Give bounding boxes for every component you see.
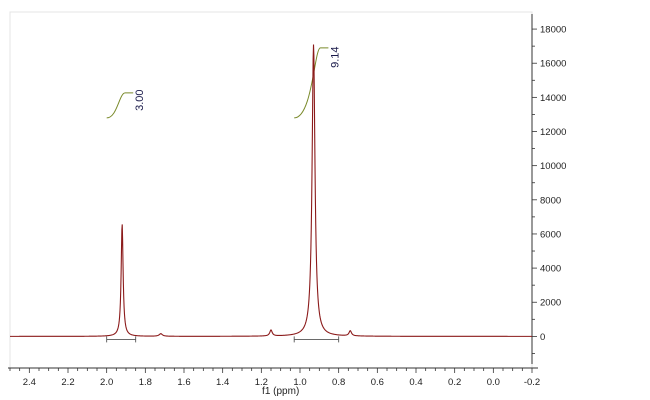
- x-tick-label: 1.2: [255, 377, 268, 388]
- integral-group: 3.00: [106, 89, 146, 343]
- y-tick-label: 2000: [540, 298, 561, 309]
- y-tick-label: 12000: [540, 127, 566, 138]
- x-tick-label: 1.8: [139, 377, 152, 388]
- x-tick-label: 0.2: [448, 377, 461, 388]
- x-axis: 2.4 2.2 2.0 1.8 1.6 1.4 1.2 1.0 0.8 0.6 0.4 0.2 0.0 -…: [8, 367, 540, 388]
- x-tick-label: 2.2: [61, 377, 74, 388]
- integral-curve: [294, 47, 329, 119]
- x-tick-label: 1.6: [177, 377, 190, 388]
- y-tick-label: 8000: [540, 195, 561, 206]
- x-tick-label: 1.0: [293, 377, 306, 388]
- x-tick-label: 0.0: [487, 377, 500, 388]
- spectrum-trace: [10, 44, 532, 337]
- x-tick-label: 2.0: [100, 377, 113, 388]
- integrals: 3.00 9.14: [106, 46, 341, 343]
- integral-value-label: 3.00: [134, 89, 146, 110]
- y-tick-label: 6000: [540, 229, 561, 240]
- x-tick-label: 0.4: [409, 377, 422, 388]
- x-tick-label: 2.4: [23, 377, 36, 388]
- plot-frame: [9, 11, 533, 369]
- y-tick-label: 10000: [540, 161, 566, 172]
- x-tick-label: 0.8: [332, 377, 345, 388]
- integral-value-label: 9.14: [329, 46, 341, 67]
- y-axis: 0 2000 4000 6000 8000 10000 12000 14000 16000 180…: [531, 14, 566, 364]
- x-tick-label: 0.6: [371, 377, 384, 388]
- y-tick-label: 16000: [540, 59, 566, 70]
- x-axis-title: f1 (ppm): [262, 386, 299, 397]
- y-tick-label: 14000: [540, 93, 566, 104]
- x-tick-label: -0.2: [524, 377, 540, 388]
- y-tick-label: 0: [540, 332, 545, 343]
- y-tick-label: 18000: [540, 25, 566, 36]
- x-tick-label: 1.4: [216, 377, 229, 388]
- y-tick-label: 4000: [540, 264, 561, 275]
- integral-curve: [106, 92, 134, 119]
